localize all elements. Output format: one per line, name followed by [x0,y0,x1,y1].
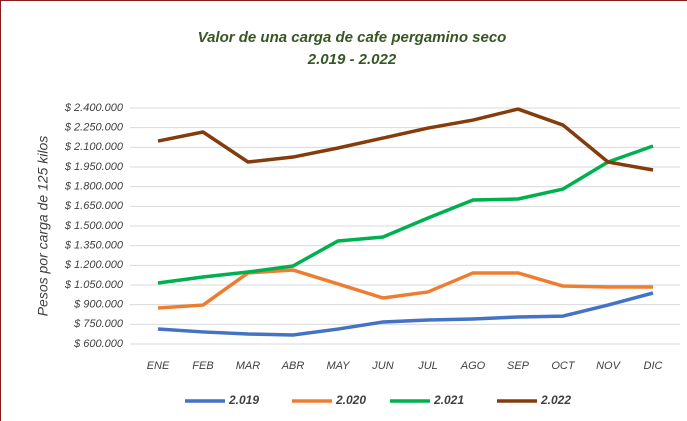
x-tick-label: MAR [236,360,261,372]
legend-label: 2.019 [228,393,259,407]
y-tick-label: $ 1.500.000 [64,220,124,232]
y-tick-label: $ 900.000 [73,299,124,311]
y-tick-label: $ 600.000 [73,338,124,350]
series-line [157,291,654,337]
x-tick-label: AGO [460,360,486,372]
chart-title: Valor de una carga de cafe pergamino sec… [198,29,507,46]
y-tick-label: $ 2.250.000 [64,122,124,134]
y-tick-label: $ 2.100.000 [64,141,124,153]
legend-label: 2.021 [433,393,464,407]
x-tick-label: JUL [417,360,438,372]
x-tick-label: DIC [644,360,663,372]
x-tick-label: OCT [551,360,576,372]
x-tick-label: ENE [147,360,170,372]
y-tick-label: $ 1.650.000 [64,200,124,212]
x-tick-label: SEP [507,360,530,372]
x-tick-label: NOV [596,360,622,372]
x-tick-label: FEB [192,360,213,372]
y-tick-label: $ 2.400.000 [64,102,124,114]
y-tick-label: $ 1.200.000 [64,259,124,271]
x-tick-label: JUN [371,360,393,372]
y-axis-label: Pesos por carga de 125 kilos [35,136,51,317]
x-tick-label: MAY [326,360,350,372]
series-line [157,107,654,172]
legend-label: 2.022 [540,393,571,407]
legend-label: 2.020 [335,393,366,407]
x-tick-label: ABR [281,360,305,372]
y-tick-label: $ 750.000 [73,318,124,330]
y-tick-label: $ 1.950.000 [64,161,124,173]
series-line [157,268,653,310]
y-tick-label: $ 1.350.000 [64,240,124,252]
chart-subtitle: 2.019 - 2.022 [307,51,397,68]
series-line [157,144,654,285]
y-tick-label: $ 1.800.000 [64,181,124,193]
y-tick-label: $ 1.050.000 [64,279,124,291]
